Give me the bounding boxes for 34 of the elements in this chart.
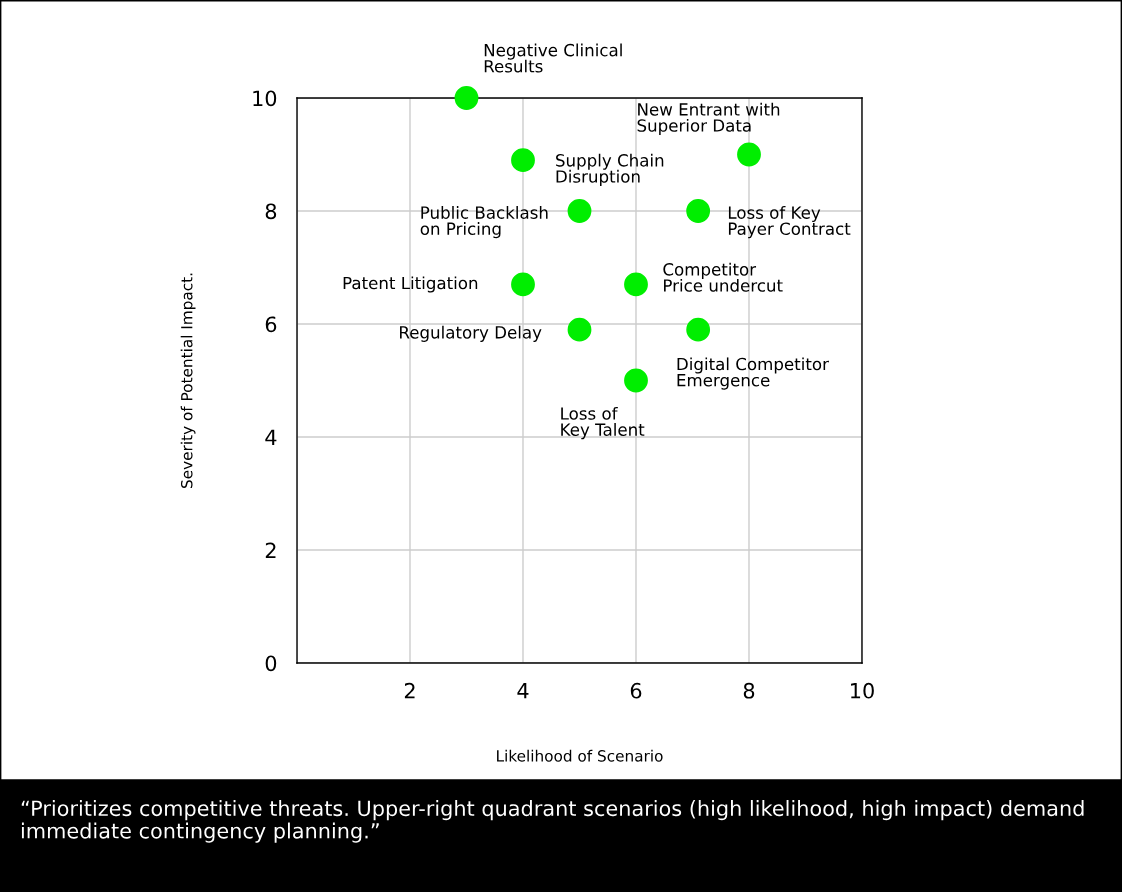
x-tick-label: 4 — [517, 683, 529, 699]
point — [511, 148, 535, 173]
text: “Prioritizes competitive threats. Upper-right quadrant scenarios (high likelihood, high impact) demand immediate contingency planning.” — [21, 800, 1084, 843]
annotation: Patent Litigation — [343, 276, 478, 293]
y-axis-title: Severity of Potential Impact. — [180, 273, 196, 488]
annotation: Digital Competitor Emergence — [677, 357, 829, 390]
point — [567, 317, 592, 342]
x-tick-label: 10 — [851, 682, 874, 699]
annotation: New Entrant with Superior Data — [637, 102, 780, 136]
point — [624, 368, 648, 393]
annotation: Loss of Key Talent — [561, 406, 645, 440]
x-tick-label: 2 — [404, 682, 415, 699]
annotation: Supply Chain Disruption — [556, 153, 664, 186]
y-tick-label: 4 — [265, 429, 277, 445]
annotation: Loss of Key Payer Contract — [728, 205, 851, 239]
annotation: Regulatory Delay — [400, 325, 542, 342]
point — [511, 272, 535, 297]
point — [567, 199, 592, 223]
x-tick-label: 6 — [630, 682, 642, 699]
point — [686, 199, 711, 223]
y-tick-label: 8 — [265, 203, 277, 220]
y-tick-label: 10 — [253, 90, 277, 107]
point — [686, 317, 711, 342]
x-axis-title: Likelihood of Scenario — [497, 749, 663, 762]
point — [454, 86, 479, 110]
annotation: Negative Clinical Results — [484, 43, 622, 73]
x-tick-label: 8 — [743, 682, 755, 699]
y-tick-label: 6 — [265, 316, 277, 333]
y-tick-label: 0 — [265, 655, 277, 672]
annotation: Public Backlash on Pricing — [420, 205, 548, 239]
y-tick-label: 2 — [265, 542, 276, 558]
point — [737, 142, 761, 167]
annotation: Competitor Price undercut — [663, 262, 783, 292]
point — [624, 272, 648, 297]
